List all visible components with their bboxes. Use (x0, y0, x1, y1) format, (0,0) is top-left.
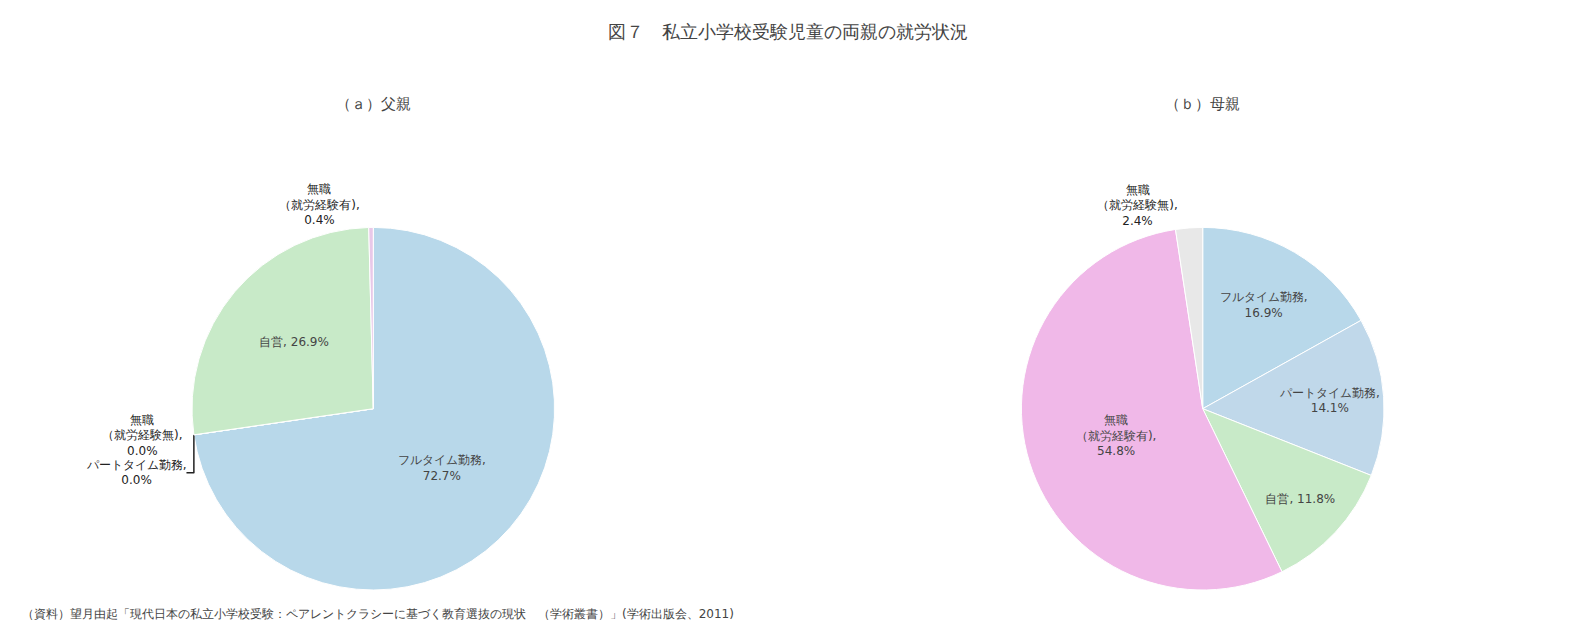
svg-text:図７ 私立小学校受験児童の両親の就労状況: 図７ 私立小学校受験児童の両親の就労状況 (608, 21, 968, 42)
svg-text:無職（就労経験有),0.4%: 無職（就労経験有),0.4% (279, 182, 360, 227)
svg-text:無職（就労経験有),54.8%: 無職（就労経験有),54.8% (1076, 413, 1157, 458)
svg-text:無職（就労経験無),0.0%: 無職（就労経験無),0.0% (102, 413, 183, 458)
svg-text:パートタイム勤務,0.0%: パートタイム勤務,0.0% (86, 458, 187, 488)
svg-text:フルタイム勤務,72.7%: フルタイム勤務,72.7% (398, 453, 486, 483)
svg-text:パートタイム勤務,14.1%: パートタイム勤務,14.1% (1279, 386, 1380, 416)
svg-text:（ａ）父親: （ａ）父親 (336, 95, 411, 113)
svg-text:（ｂ）母親: （ｂ）母親 (1165, 95, 1240, 113)
svg-text:無職（就労経験無),2.4%: 無職（就労経験無),2.4% (1097, 183, 1178, 228)
svg-text:自営, 26.9%: 自営, 26.9% (259, 335, 329, 349)
svg-text:フルタイム勤務,16.9%: フルタイム勤務,16.9% (1220, 290, 1308, 320)
svg-text:（資料）望月由起「現代日本の私立小学校受験：ペアレントクラシ: （資料）望月由起「現代日本の私立小学校受験：ペアレントクラシーに基づく教育選抜の… (22, 607, 734, 621)
svg-text:自営, 11.8%: 自営, 11.8% (1265, 492, 1335, 506)
